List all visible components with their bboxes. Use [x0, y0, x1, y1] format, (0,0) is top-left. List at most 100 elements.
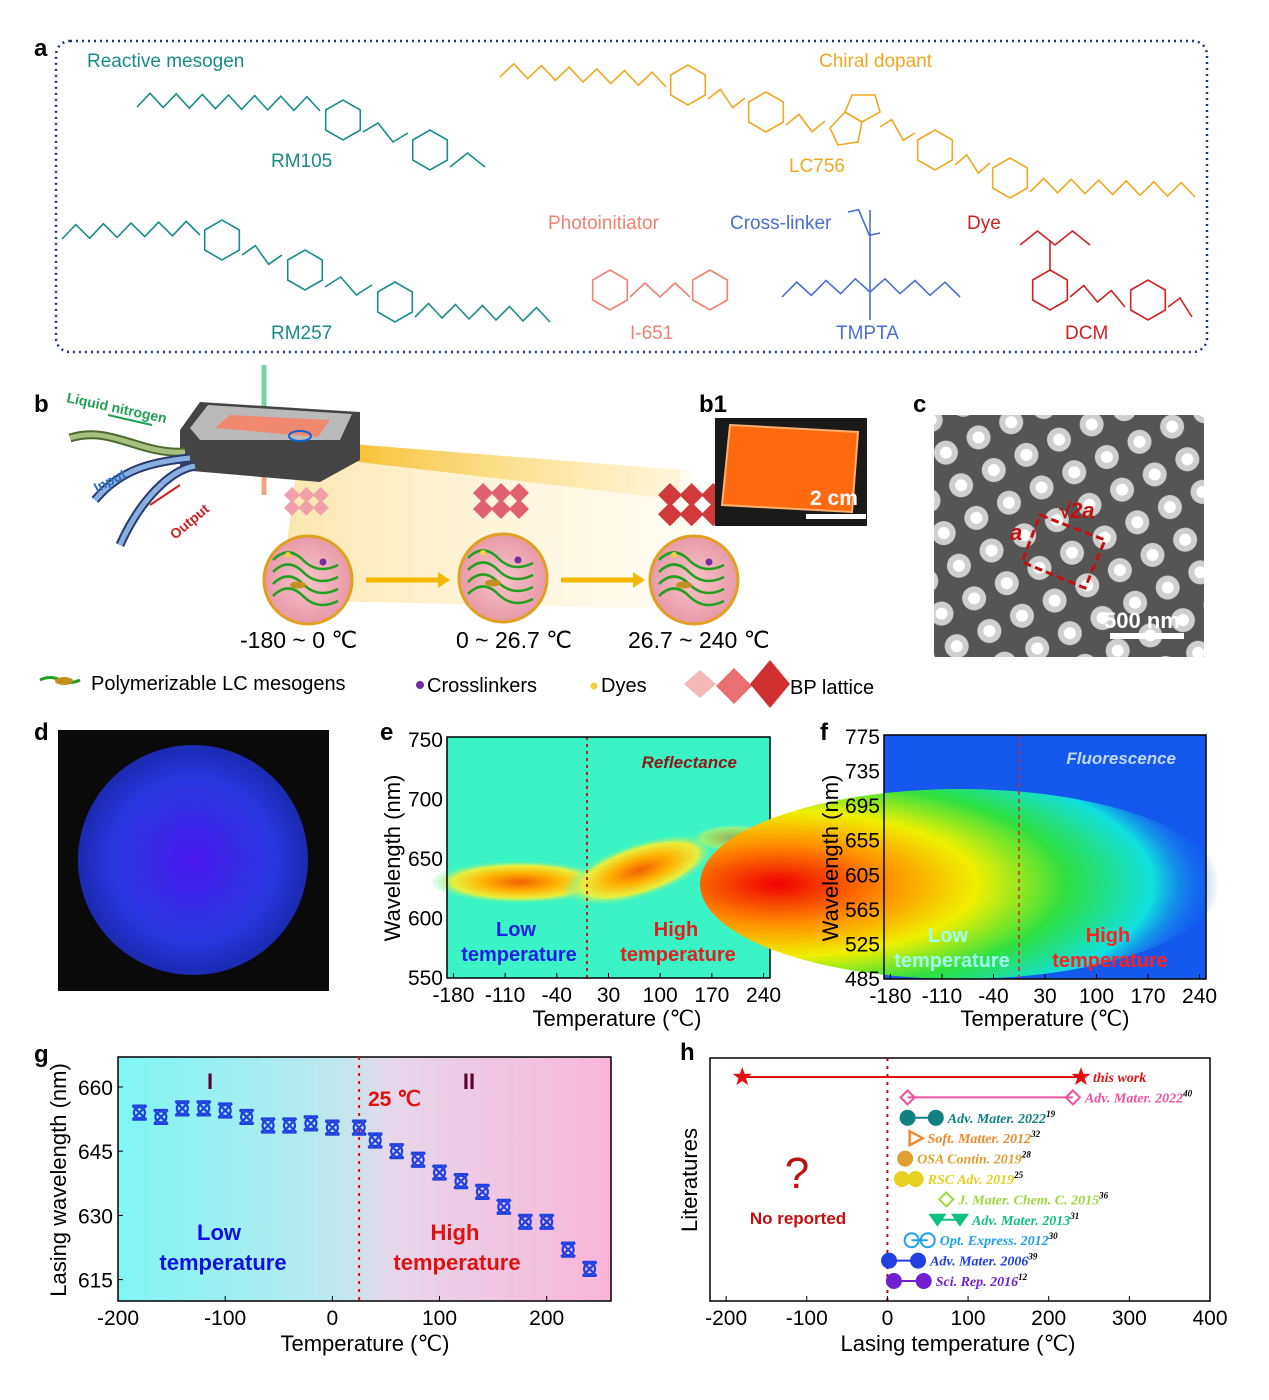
benzene-ring	[411, 129, 449, 171]
reference-number: 19	[1046, 1109, 1056, 1119]
data-point	[560, 1241, 576, 1258]
marker-circle	[325, 1121, 339, 1135]
crosslinker	[514, 556, 522, 564]
f-low-1: Low	[928, 925, 968, 947]
mesogen	[485, 579, 501, 587]
benzene-ring	[691, 269, 729, 311]
marker-cross	[351, 1119, 367, 1136]
benzene-ring	[324, 99, 362, 141]
triangle-down-marker	[928, 1213, 947, 1227]
x-tick-label: -40	[542, 984, 572, 1007]
label-reactive-mesogen: Reactive mesogen	[87, 51, 244, 72]
crosslinker-legend-icon	[416, 681, 424, 689]
polymer-chain	[467, 585, 534, 605]
arrow-nitrogen	[107, 414, 153, 426]
literature-name: this work	[1093, 1071, 1146, 1086]
arrow-marker	[885, 1273, 902, 1289]
data-point	[217, 1102, 233, 1119]
pentagon-marker	[927, 1109, 944, 1126]
benzene-ring	[203, 219, 241, 261]
alkyl-chain	[869, 277, 961, 298]
marker-cross	[410, 1151, 426, 1168]
bp-lattice-cube	[658, 502, 682, 527]
cyclopentane-ring	[843, 94, 881, 123]
panel-label-b: b	[34, 391, 49, 418]
panel-label-d: d	[34, 719, 49, 746]
arrow-output	[149, 484, 181, 506]
bp-lattice-cube	[298, 499, 315, 516]
x-tick-label: -180	[869, 985, 911, 1008]
molecule-name-lc756: LC756	[789, 156, 845, 177]
scale-bar-label-b1: 2 cm	[810, 487, 858, 510]
y-tick-label: 550	[408, 967, 443, 990]
data-point	[410, 1151, 426, 1168]
data-point	[351, 1119, 367, 1136]
benzene-ring	[991, 157, 1029, 199]
y-tick-label: 750	[408, 729, 443, 752]
data-point	[431, 1164, 448, 1181]
marker-cross	[474, 1183, 491, 1200]
data-point	[453, 1173, 469, 1190]
polymer-chain	[658, 551, 725, 571]
marker-circle	[240, 1110, 254, 1124]
bp-lattice-cube	[284, 499, 300, 516]
molecule-name-tmpta: TMPTA	[836, 323, 899, 344]
panel-label-g: g	[34, 1041, 49, 1068]
marker-circle	[475, 1185, 489, 1199]
data-point	[324, 1119, 341, 1136]
g-region-1: I	[207, 1069, 213, 1094]
bp-lattice-cube	[312, 487, 329, 503]
scale-bar-label-c: 500 nm	[1104, 608, 1180, 633]
dye	[671, 552, 677, 558]
mesogen	[290, 581, 306, 589]
alkyl-chain	[61, 220, 201, 240]
e-high-1: High	[654, 919, 698, 941]
alkyl-chain	[449, 151, 486, 168]
y-tick-label: 600	[408, 908, 443, 931]
marker-circle	[261, 1118, 275, 1133]
benzene-ring	[669, 64, 707, 106]
y-tick-label: 775	[845, 726, 880, 749]
panel-label-b1: b1	[699, 391, 727, 418]
literature-name: J. Mater. Chem. C. 2015	[957, 1193, 1099, 1208]
marker-cross	[581, 1260, 598, 1277]
label-cross-linker: Cross-linker	[730, 213, 832, 234]
x-tick-label: -100	[786, 1307, 828, 1330]
e-low-1: Low	[496, 919, 536, 941]
e-xlabel: Temperature (℃)	[533, 1006, 702, 1031]
alkyl-chain	[1029, 177, 1196, 198]
marker-circle	[561, 1243, 575, 1257]
lc-network-circle	[648, 534, 740, 626]
literature-name: Adv. Mater. 2022	[1084, 1091, 1183, 1106]
hexagon-marker	[893, 1171, 910, 1187]
bp-lattice-cube	[491, 499, 511, 519]
alkyl-chain	[136, 92, 321, 112]
alkyl-chain	[324, 275, 373, 297]
reference-number: 40	[1182, 1088, 1193, 1098]
molecule-name-rm105: RM105	[271, 151, 332, 172]
pentagon-marker	[899, 1109, 916, 1126]
x-tick-label: 100	[643, 984, 678, 1007]
marker-circle	[454, 1174, 468, 1188]
mesogen	[676, 581, 692, 589]
literature-label: this work	[1093, 1071, 1146, 1086]
marker-cross	[560, 1241, 576, 1258]
alkyl-chain	[781, 277, 871, 298]
y-tick-label: 735	[845, 761, 880, 784]
data-point	[303, 1115, 319, 1132]
x-tick-label: -110	[485, 984, 525, 1007]
range-label-2: 0 ~ 26.7 ℃	[456, 627, 572, 653]
x-tick-label: 240	[1182, 985, 1217, 1008]
marker-cross	[260, 1117, 276, 1134]
literature-label: Adv. Mater. 202219	[947, 1109, 1056, 1127]
g-low-2: temperature	[159, 1250, 286, 1275]
label-dye: Dye	[967, 213, 1001, 234]
molecule-name-i651: I-651	[630, 323, 673, 344]
literature-label: Opt. Express. 201230	[940, 1231, 1058, 1249]
marker-circle	[175, 1101, 189, 1115]
bp-lattice-cube	[298, 487, 315, 503]
molecule-name-rm257: RM257	[271, 323, 332, 344]
g-region-2: II	[463, 1069, 475, 1094]
x-tick-label: 30	[597, 984, 620, 1007]
panel-label-c: c	[913, 391, 926, 418]
